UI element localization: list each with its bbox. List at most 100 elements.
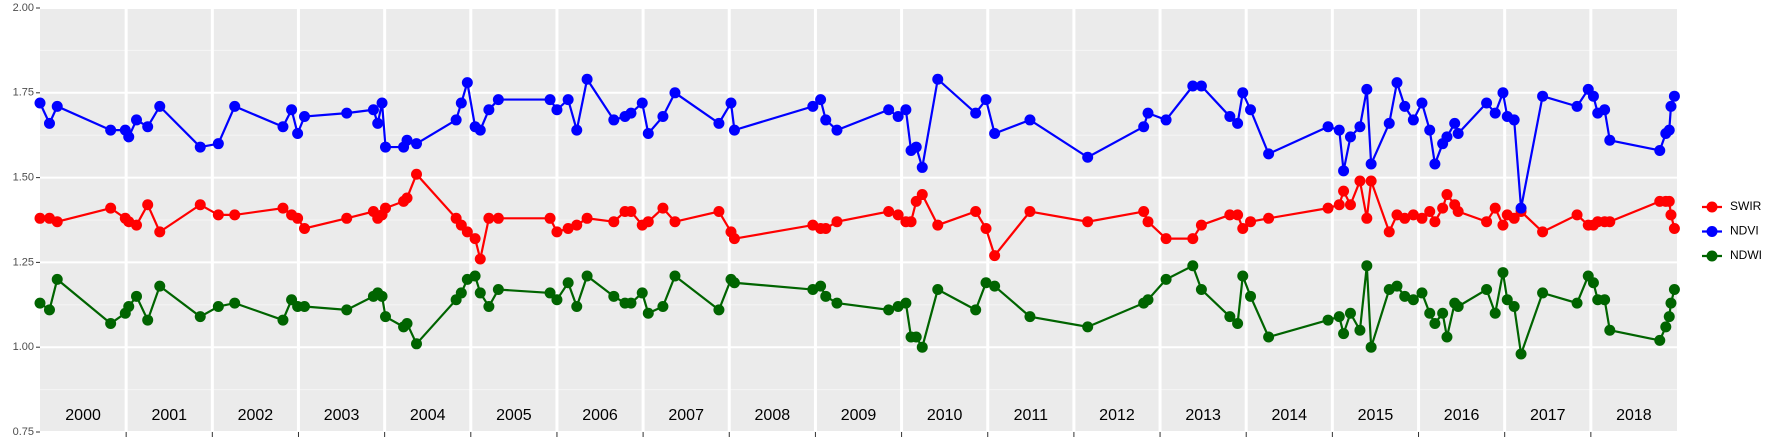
point: [1663, 124, 1675, 136]
point: [229, 100, 241, 112]
point: [292, 212, 304, 224]
point: [1237, 270, 1249, 282]
point: [492, 94, 504, 106]
point: [1416, 97, 1428, 109]
point: [1515, 202, 1527, 214]
point: [1195, 219, 1207, 231]
point: [1429, 216, 1441, 228]
year-label: 2011: [1014, 407, 1049, 424]
point: [970, 304, 982, 316]
point: [713, 117, 725, 129]
point: [123, 131, 135, 143]
point: [411, 168, 423, 180]
point: [728, 124, 740, 136]
point: [483, 212, 495, 224]
point: [43, 117, 55, 129]
point: [483, 104, 495, 116]
year-label: 2018: [1616, 407, 1652, 424]
point: [105, 317, 117, 329]
year-label: 2001: [151, 407, 187, 424]
year-label: 2015: [1358, 407, 1394, 424]
point: [277, 202, 289, 214]
point: [980, 277, 992, 289]
point: [1407, 114, 1419, 126]
point: [1024, 114, 1036, 126]
point: [469, 270, 481, 282]
point: [367, 104, 379, 116]
point: [1416, 212, 1428, 224]
point: [474, 253, 486, 265]
point: [1224, 209, 1236, 221]
point: [341, 212, 353, 224]
point: [932, 73, 944, 85]
point: [1160, 273, 1172, 285]
point: [492, 284, 504, 296]
point: [1489, 202, 1501, 214]
point: [1338, 185, 1350, 197]
point: [571, 219, 583, 231]
point: [1232, 209, 1244, 221]
y-tick-label: 2.00: [13, 2, 34, 14]
point: [1142, 216, 1154, 228]
point: [900, 104, 912, 116]
point: [1237, 222, 1249, 234]
point: [51, 216, 63, 228]
point: [130, 219, 142, 231]
point: [562, 277, 574, 289]
point: [1508, 300, 1520, 312]
point: [608, 114, 620, 126]
point: [1668, 90, 1680, 102]
point: [1383, 117, 1395, 129]
point: [1391, 77, 1403, 89]
point: [1263, 148, 1275, 160]
point: [544, 287, 556, 299]
point: [154, 100, 166, 112]
year-label: 2014: [1271, 407, 1307, 424]
point: [1665, 209, 1677, 221]
point: [194, 141, 206, 153]
point: [571, 124, 583, 136]
point: [1224, 111, 1236, 123]
point: [1604, 134, 1616, 146]
point: [411, 138, 423, 150]
point: [980, 94, 992, 106]
point: [1195, 80, 1207, 92]
point: [492, 212, 504, 224]
point: [1665, 297, 1677, 309]
point: [1232, 117, 1244, 129]
point: [1354, 324, 1366, 336]
point: [1354, 175, 1366, 187]
point: [1665, 100, 1677, 112]
point: [154, 280, 166, 292]
point: [130, 290, 142, 302]
point: [1587, 90, 1599, 102]
point: [642, 307, 654, 319]
point: [1599, 294, 1611, 306]
point: [1082, 216, 1094, 228]
point: [1024, 311, 1036, 323]
point: [1245, 104, 1257, 116]
point: [461, 77, 473, 89]
point: [1407, 209, 1419, 221]
point: [123, 300, 135, 312]
point: [625, 297, 637, 309]
point: [1160, 114, 1172, 126]
point: [1187, 260, 1199, 272]
point: [932, 284, 944, 296]
point: [562, 222, 574, 234]
point: [1416, 287, 1428, 299]
point: [1344, 131, 1356, 143]
point: [1571, 297, 1583, 309]
point: [142, 199, 154, 211]
point: [642, 216, 654, 228]
point: [450, 114, 462, 126]
point: [1322, 202, 1334, 214]
point: [34, 297, 46, 309]
point: [892, 209, 904, 221]
point: [105, 202, 117, 214]
point: [1501, 294, 1513, 306]
point: [669, 87, 681, 99]
point: [1515, 348, 1527, 360]
point: [1333, 311, 1345, 323]
point: [474, 287, 486, 299]
